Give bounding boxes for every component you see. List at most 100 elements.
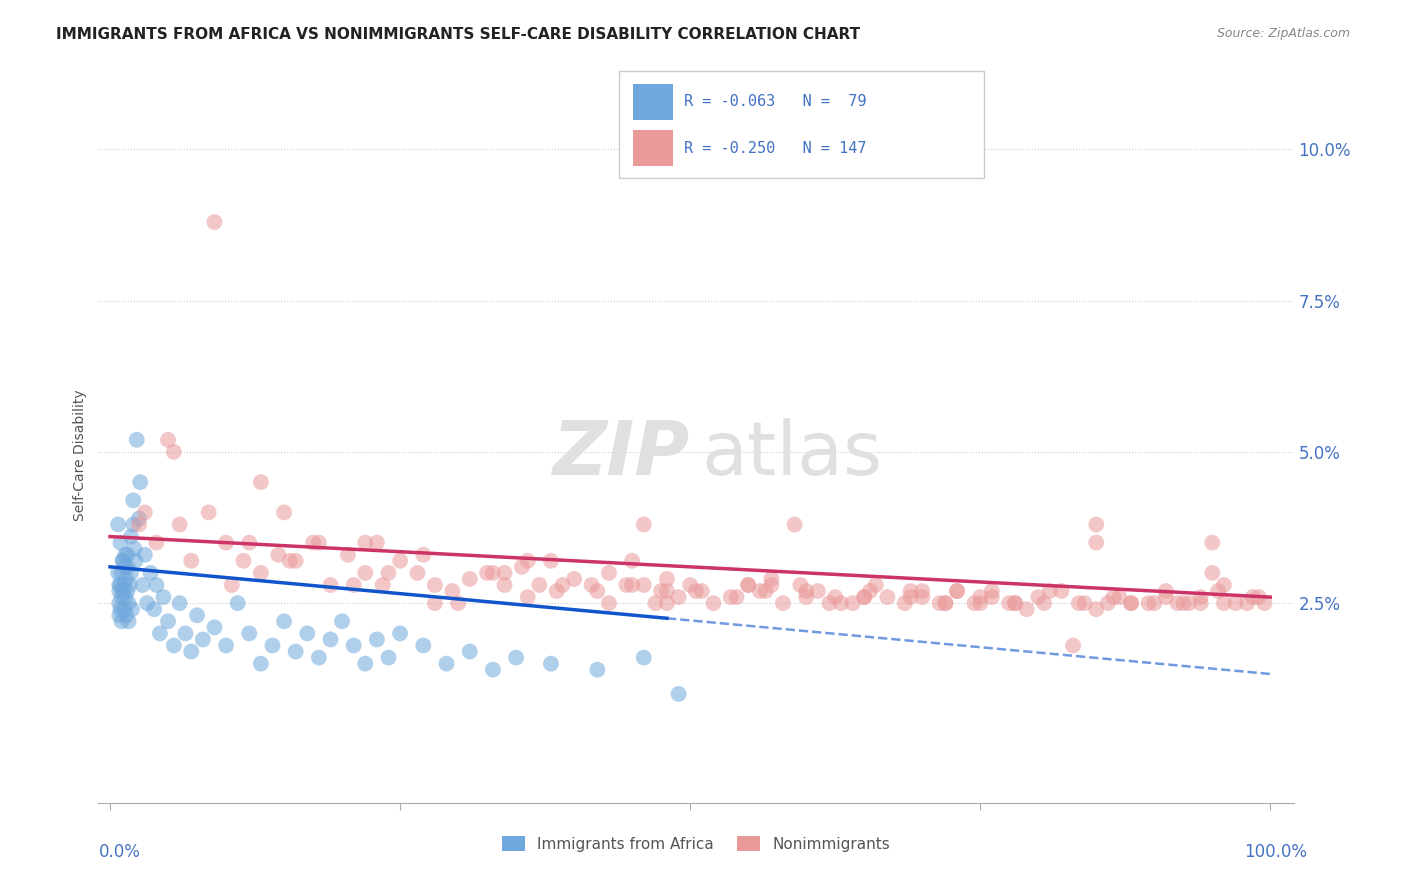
Point: [436, 657, 458, 671]
Point: [354, 657, 377, 671]
Point: [319, 632, 342, 647]
Point: [180, 644, 202, 658]
Point: [377, 650, 399, 665]
Point: [783, 517, 806, 532]
Point: [354, 535, 377, 549]
Point: [1085, 517, 1108, 532]
Point: [475, 566, 498, 580]
Point: [581, 578, 603, 592]
Point: [621, 554, 644, 568]
Point: [1039, 584, 1062, 599]
Point: [343, 639, 366, 653]
Point: [963, 596, 986, 610]
Point: [163, 639, 186, 653]
Point: [737, 578, 759, 592]
Point: [111, 554, 134, 568]
Point: [262, 639, 284, 653]
Point: [108, 578, 131, 592]
Point: [1137, 596, 1160, 610]
Point: [946, 584, 969, 599]
Point: [134, 548, 156, 562]
Point: [114, 590, 136, 604]
Point: [980, 584, 1002, 599]
Point: [824, 590, 846, 604]
Point: [1247, 590, 1270, 604]
Point: [238, 626, 260, 640]
Point: [900, 590, 922, 604]
Point: [278, 554, 301, 568]
Point: [131, 578, 153, 592]
Point: [946, 584, 969, 599]
Point: [136, 596, 159, 610]
Point: [737, 578, 759, 592]
Text: IMMIGRANTS FROM AFRICA VS NONIMMIGRANTS SELF-CARE DISABILITY CORRELATION CHART: IMMIGRANTS FROM AFRICA VS NONIMMIGRANTS …: [56, 27, 860, 42]
Point: [120, 566, 142, 580]
Point: [308, 535, 330, 549]
Point: [1154, 590, 1177, 604]
Point: [215, 639, 238, 653]
Bar: [633, 130, 673, 166]
Point: [1067, 596, 1090, 610]
Point: [655, 596, 678, 610]
Point: [191, 632, 214, 647]
Point: [1073, 596, 1095, 610]
Point: [794, 590, 817, 604]
Point: [1253, 596, 1275, 610]
Point: [412, 639, 434, 653]
Point: [115, 572, 138, 586]
Bar: [633, 84, 673, 120]
Point: [117, 559, 139, 574]
Point: [284, 554, 307, 568]
Point: [308, 650, 330, 665]
Point: [644, 596, 666, 610]
Point: [510, 559, 533, 574]
Point: [163, 445, 186, 459]
Point: [221, 578, 243, 592]
Point: [423, 596, 446, 610]
Point: [157, 433, 180, 447]
Point: [1143, 596, 1166, 610]
Point: [110, 578, 132, 592]
Point: [267, 548, 290, 562]
Point: [204, 215, 226, 229]
Point: [114, 548, 136, 562]
Point: [145, 578, 167, 592]
Point: [1201, 566, 1223, 580]
Point: [1206, 584, 1229, 599]
Point: [772, 596, 794, 610]
Point: [389, 554, 412, 568]
Point: [377, 566, 399, 580]
Point: [1050, 584, 1073, 599]
Point: [830, 596, 852, 610]
Point: [111, 554, 134, 568]
Point: [540, 657, 562, 671]
Y-axis label: Self-Care Disability: Self-Care Disability: [73, 389, 87, 521]
Point: [122, 517, 145, 532]
Legend: Immigrants from Africa, Nonimmigrants: Immigrants from Africa, Nonimmigrants: [496, 830, 896, 858]
Point: [633, 517, 655, 532]
Point: [1189, 596, 1212, 610]
Point: [139, 566, 162, 580]
Point: [1119, 596, 1142, 610]
Point: [157, 615, 180, 629]
Point: [149, 626, 172, 640]
Point: [169, 596, 191, 610]
Point: [128, 517, 150, 532]
Point: [482, 566, 505, 580]
Point: [111, 590, 134, 604]
Point: [412, 548, 434, 562]
Point: [302, 535, 325, 549]
Point: [107, 566, 129, 580]
Point: [121, 602, 143, 616]
Point: [853, 590, 876, 604]
Point: [186, 608, 208, 623]
Point: [685, 584, 707, 599]
Point: [934, 596, 956, 610]
Point: [169, 517, 191, 532]
Point: [853, 590, 876, 604]
Point: [807, 584, 830, 599]
Point: [1189, 590, 1212, 604]
Text: Source: ZipAtlas.com: Source: ZipAtlas.com: [1216, 27, 1350, 40]
Point: [998, 596, 1021, 610]
Point: [668, 687, 690, 701]
